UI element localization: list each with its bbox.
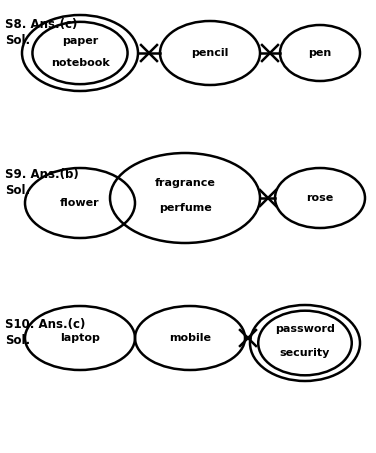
Text: pen: pen xyxy=(308,48,332,58)
Text: Sol.: Sol. xyxy=(5,334,30,347)
Text: pencil: pencil xyxy=(191,48,229,58)
Text: password: password xyxy=(275,324,335,334)
Text: S10. Ans.(c): S10. Ans.(c) xyxy=(5,318,85,331)
Text: Sol.: Sol. xyxy=(5,184,30,197)
Text: paper: paper xyxy=(62,36,98,46)
Text: flower: flower xyxy=(60,198,100,208)
Text: Sol.: Sol. xyxy=(5,34,30,47)
Text: mobile: mobile xyxy=(169,333,211,343)
Text: S9. Ans.(b): S9. Ans.(b) xyxy=(5,168,79,181)
Text: laptop: laptop xyxy=(60,333,100,343)
Text: S8. Ans.(c): S8. Ans.(c) xyxy=(5,18,77,31)
Text: notebook: notebook xyxy=(51,58,109,68)
Text: perfume: perfume xyxy=(159,203,211,213)
Text: rose: rose xyxy=(306,193,334,203)
Text: security: security xyxy=(280,348,330,358)
Text: fragrance: fragrance xyxy=(155,178,215,188)
